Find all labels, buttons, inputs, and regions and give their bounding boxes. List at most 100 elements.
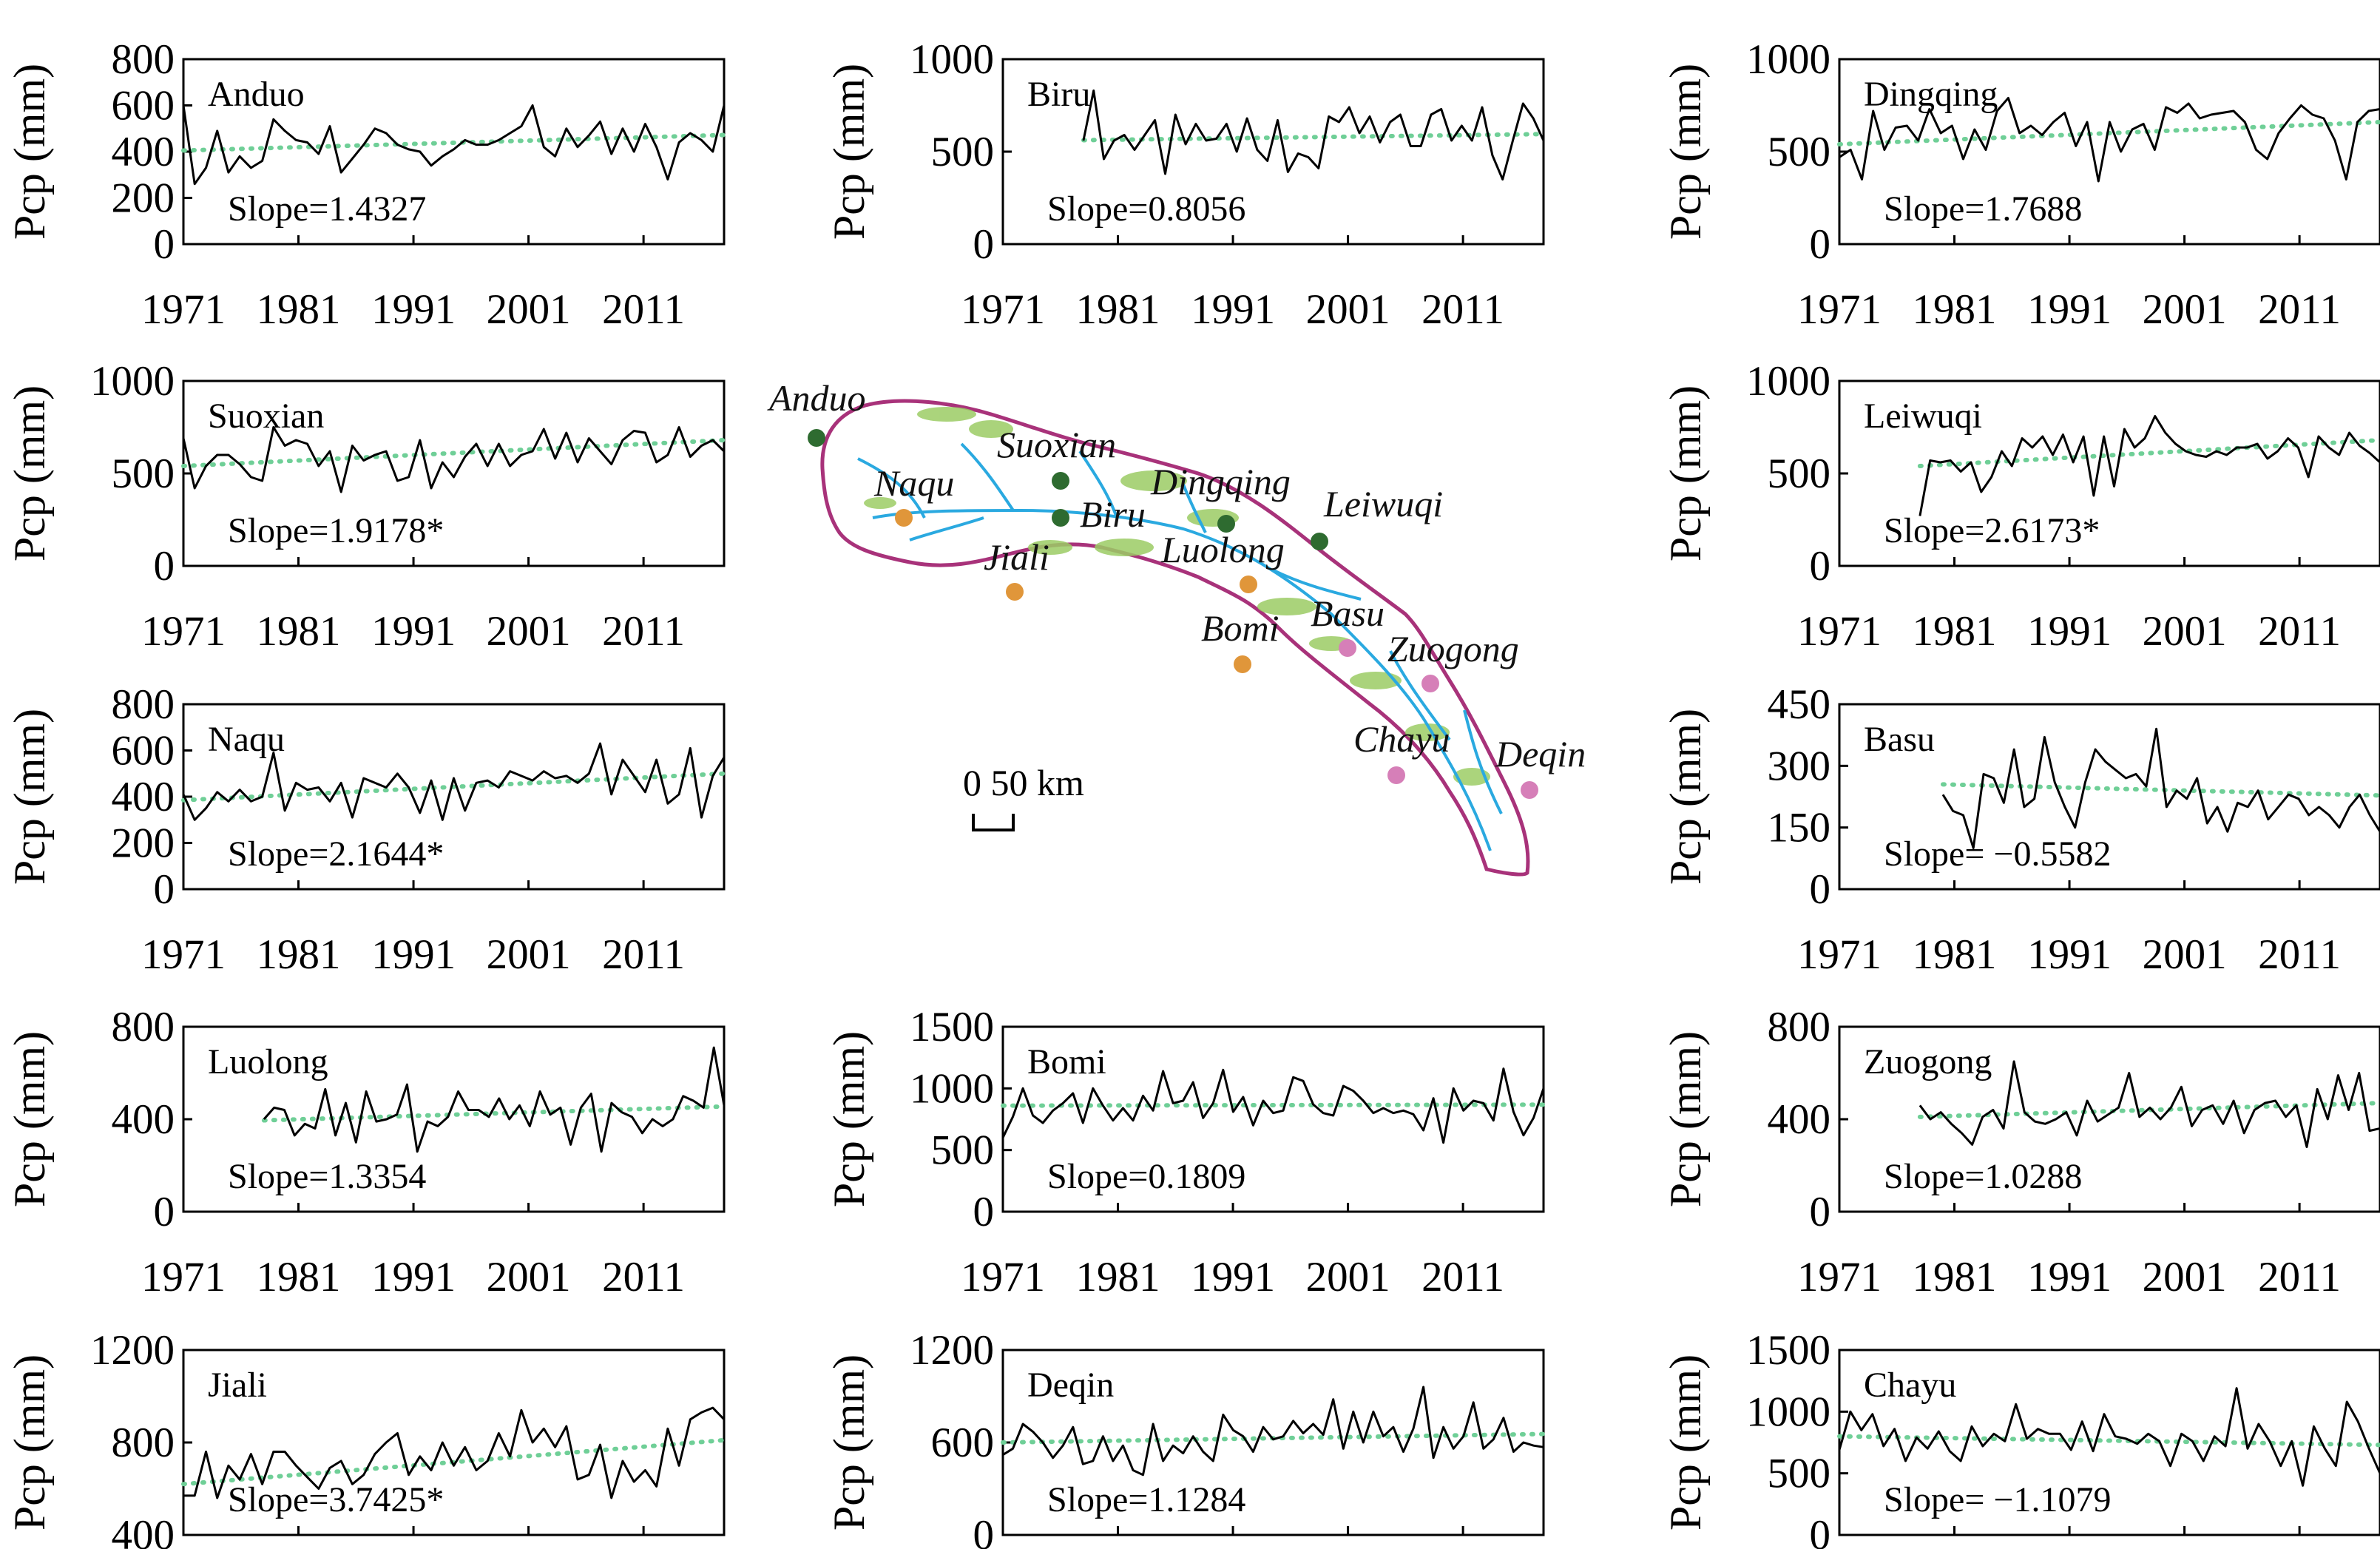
map-label-biru: Biru <box>1080 493 1146 535</box>
y-tick-label: 1000 <box>90 358 175 405</box>
y-tick-label: 800 <box>112 681 175 728</box>
x-tick-label: 2001 <box>487 286 571 333</box>
map-label-luolong: Luolong <box>1160 529 1285 570</box>
slope-label: Slope=1.3354 <box>228 1157 426 1196</box>
x-tick-label: 2001 <box>2143 608 2227 655</box>
x-tick-label: 1971 <box>141 931 226 978</box>
x-tick-label: 2001 <box>2143 1254 2227 1300</box>
y-axis-label: Pcp (mm) <box>1661 709 1710 885</box>
x-tick-label: 2011 <box>1421 1254 1504 1300</box>
slope-label: Slope=1.4327 <box>228 189 426 229</box>
y-tick-label: 0 <box>1810 866 1831 913</box>
y-tick-label: 1200 <box>910 1327 994 1374</box>
y-tick-label: 1000 <box>910 1065 994 1112</box>
y-axis-label: Pcp (mm) <box>1661 64 1710 240</box>
trend-line <box>183 440 724 466</box>
y-tick-label: 400 <box>1768 1096 1831 1143</box>
y-tick-label: 450 <box>1768 681 1831 728</box>
basin-map: AnduoSuoxianBiruDingqingLeiwuqiNaquJiali… <box>767 377 1586 874</box>
station-label: Suoxian <box>208 396 324 436</box>
y-axis-label: Pcp (mm) <box>5 709 54 885</box>
x-tick-label: 1981 <box>1076 286 1160 333</box>
slope-label: Slope=3.7425* <box>228 1480 444 1519</box>
x-tick-label: 1981 <box>257 608 341 655</box>
x-tick-label: 1991 <box>2027 608 2112 655</box>
y-tick-label: 0 <box>973 1512 995 1549</box>
y-tick-label: 600 <box>931 1420 995 1466</box>
station-label: Leiwuqi <box>1864 396 1982 436</box>
scale-bar-line <box>973 814 1013 830</box>
x-tick-label: 1981 <box>1913 931 1997 978</box>
y-tick-label: 1000 <box>1746 36 1830 83</box>
x-tick-label: 1981 <box>257 1254 341 1300</box>
slope-label: Slope= −1.1079 <box>1884 1480 2111 1519</box>
y-axis-label: Pcp (mm) <box>1661 1354 1710 1531</box>
x-tick-label: 1991 <box>2027 286 2112 333</box>
chart-biru: 0 500 1000 1971 1981 1991 2001 2011 Pcp (mm) Biru… <box>825 36 1544 333</box>
station-label: Biru <box>1027 75 1090 114</box>
y-tick-label: 600 <box>112 728 175 774</box>
y-axis-label: Pcp (mm) <box>1661 1031 1710 1207</box>
x-tick-label: 1981 <box>1076 1254 1160 1300</box>
y-tick-label: 1000 <box>910 36 994 83</box>
map-label-anduo: Anduo <box>767 377 866 419</box>
x-tick-label: 1991 <box>2027 931 2112 978</box>
slope-label: Slope=1.9178* <box>228 511 444 550</box>
chart-luolong: 0 400 800 1971 1981 1991 2001 2011 Pcp (mm) Luolo… <box>5 1004 724 1300</box>
x-tick-label: 1981 <box>257 286 341 333</box>
map-dot-bomi <box>1234 655 1251 673</box>
x-tick-label: 1971 <box>141 1254 226 1300</box>
map-label-suoxian: Suoxian <box>997 424 1116 465</box>
station-label: Jiali <box>208 1366 267 1405</box>
y-tick-label: 800 <box>112 1004 175 1050</box>
map-label-naqu: Naqu <box>873 462 954 504</box>
x-tick-label: 1991 <box>371 931 456 978</box>
map-label-leiwuqi: Leiwuqi <box>1323 483 1443 524</box>
station-label: Chayu <box>1864 1366 1956 1405</box>
x-tick-label: 1971 <box>1797 1254 1882 1300</box>
figure: 02004006008001971 1981 1991 2001 2011Pcp (mm… <box>0 0 2380 1549</box>
y-tick-label: 0 <box>154 1189 175 1235</box>
y-tick-label: 500 <box>112 450 175 497</box>
station-label: Luolong <box>208 1042 328 1081</box>
slope-label: Slope=2.6173* <box>1884 511 2100 550</box>
y-tick-label: 400 <box>112 1096 175 1143</box>
chart-suoxian: 0 500 1000 1971 1981 1991 2001 2011 Pcp (mm) Suox… <box>5 358 724 655</box>
chart-leiwuqi: 050010001971 1981 1991 2001 2011Pcp (mm) Leiw… <box>1661 358 2380 655</box>
series-line <box>1920 416 2380 516</box>
series-line <box>1943 729 2380 848</box>
map-dot-anduo <box>808 429 825 447</box>
y-tick-label: 1200 <box>90 1327 175 1374</box>
x-tick-label: 2011 <box>602 931 685 978</box>
station-label: Zuogong <box>1864 1042 1992 1081</box>
x-tick-label: 2011 <box>2258 608 2341 655</box>
y-tick-label: 500 <box>931 129 995 175</box>
y-tick-label: 0 <box>154 221 175 268</box>
slope-label: Slope=2.1644* <box>228 834 444 874</box>
y-tick-label: 0 <box>154 866 175 913</box>
x-tick-label: 2011 <box>602 286 685 333</box>
map-dot-basu <box>1339 639 1356 657</box>
x-tick-label: 1971 <box>1797 286 1882 333</box>
y-axis-label: Pcp (mm) <box>5 64 54 240</box>
y-tick-label: 800 <box>1768 1004 1831 1050</box>
slope-label: Slope=1.7688 <box>1884 189 2082 229</box>
y-axis-label: Pcp (mm) <box>5 1354 54 1531</box>
map-dot-jiali <box>1006 583 1024 601</box>
x-tick-label: 2001 <box>1306 286 1390 333</box>
y-tick-label: 500 <box>1768 450 1831 497</box>
y-tick-label: 800 <box>112 1420 175 1466</box>
x-tick-label: 2011 <box>2258 1254 2341 1300</box>
x-tick-label: 1971 <box>961 286 1045 333</box>
x-tick-label: 2011 <box>602 1254 685 1300</box>
map-dot-biru <box>1052 509 1069 527</box>
map-label-jiali: Jiali <box>984 536 1049 578</box>
map-label-deqin: Deqin <box>1495 733 1586 774</box>
series-line <box>264 1047 724 1152</box>
y-tick-label: 500 <box>1768 1451 1831 1497</box>
x-tick-label: 1981 <box>1913 286 1997 333</box>
slope-label: Slope=1.1284 <box>1047 1480 1245 1519</box>
y-axis-label: Pcp (mm) <box>1661 385 1710 561</box>
x-tick-label: 1991 <box>371 286 456 333</box>
